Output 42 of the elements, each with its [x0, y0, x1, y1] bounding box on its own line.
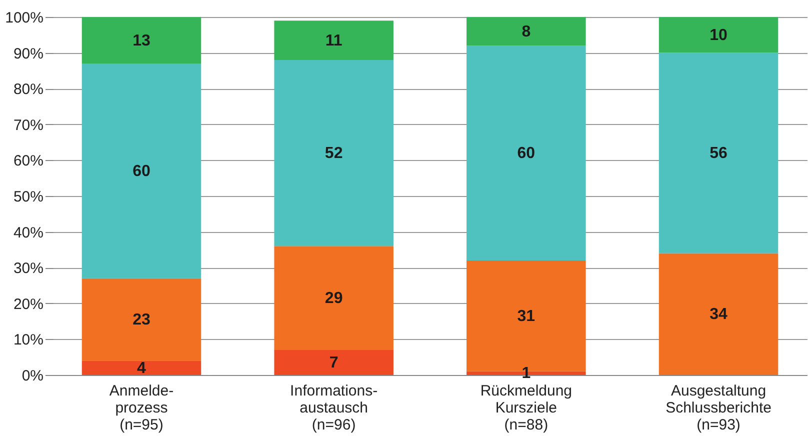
data-label: 7	[329, 354, 338, 372]
data-label: 4	[137, 360, 146, 377]
data-label: 29	[324, 290, 343, 308]
data-label: 10	[710, 26, 728, 44]
data-label: 34	[710, 306, 728, 324]
x-tick-label: Anmelde- prozess (n=95)	[109, 382, 174, 434]
bar	[658, 17, 778, 53]
data-label: 60	[132, 162, 150, 180]
bar	[82, 64, 202, 278]
bar	[82, 17, 202, 64]
bar	[274, 350, 394, 375]
y-tick-label: 30%	[13, 260, 44, 278]
data-label: 31	[517, 308, 536, 325]
bar	[82, 278, 202, 361]
data-label: 11	[325, 32, 342, 50]
bar	[274, 246, 394, 350]
y-tick-label: 90%	[13, 45, 44, 62]
data-label: 52	[324, 145, 343, 162]
y-tick-label: 10%	[13, 332, 44, 349]
bar	[82, 360, 202, 375]
y-tick-label: 100%	[5, 10, 44, 26]
y-tick-label: 80%	[13, 81, 44, 98]
data-label: 13	[132, 32, 150, 50]
y-tick-label: 60%	[13, 152, 44, 170]
y-tick-label: 40%	[13, 224, 44, 242]
x-tick-label: Rückmeldung Kursziele (n=88)	[480, 382, 572, 434]
bar	[658, 253, 778, 375]
data-label: 56	[710, 145, 728, 162]
data-label: 60	[517, 145, 536, 162]
data-label: 8	[522, 23, 531, 40]
x-tick-label: Ausgestaltung Schlussberichte (n=93)	[666, 382, 772, 434]
x-tick-label: Informations- austausch (n=96)	[290, 382, 378, 434]
y-tick-label: 0%	[22, 368, 44, 384]
y-tick-label: 20%	[13, 296, 44, 313]
bar	[466, 17, 586, 46]
bar	[658, 52, 778, 254]
bar	[274, 60, 394, 246]
y-tick-label: 50%	[13, 188, 44, 206]
bar	[274, 20, 394, 60]
data-label: 23	[132, 312, 150, 329]
y-tick-label: 70%	[13, 116, 44, 134]
bar	[466, 46, 586, 260]
